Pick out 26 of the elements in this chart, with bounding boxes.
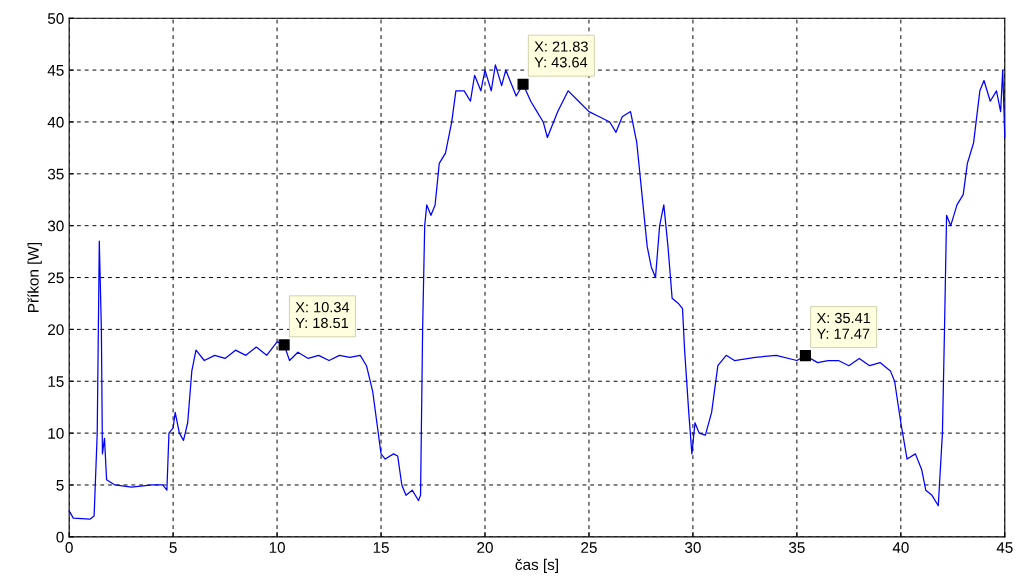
y-tick-label: 5 — [56, 480, 64, 491]
y-tick-label: 45 — [47, 65, 64, 76]
y-tick-label: 50 — [47, 13, 64, 24]
x-tick-label: 5 — [169, 542, 177, 553]
annotation: X: 35.41 Y: 17.47 — [816, 312, 871, 339]
annotation: X: 10.34 Y: 18.51 — [295, 302, 350, 329]
annotation: X: 21.83 Y: 43.64 — [534, 41, 588, 68]
x-axis-title: čas [s] — [515, 558, 558, 574]
y-tick-label: 35 — [47, 168, 64, 180]
x-tick-label: 0 — [65, 542, 73, 553]
y-tick-label: 40 — [47, 116, 64, 128]
x-tick-label: 30 — [685, 542, 701, 553]
x-tick-label: 40 — [892, 542, 909, 553]
y-tick-label: 10 — [48, 427, 64, 439]
x-tick-label: 20 — [477, 542, 493, 553]
x-tick-label: 15 — [373, 542, 389, 553]
y-tick-label: 30 — [47, 220, 64, 232]
y-axis-title: Příkon [W] — [27, 242, 42, 312]
x-tick-label: 45 — [996, 542, 1013, 553]
x-tick-label: 35 — [788, 542, 805, 553]
x-tick-label: 10 — [269, 542, 285, 553]
y-tick-label: 25 — [48, 272, 64, 284]
x-tick-label: 25 — [581, 542, 597, 553]
y-tick-label: 15 — [48, 376, 64, 387]
y-tick-label: 0 — [56, 531, 64, 543]
y-tick-label: 20 — [48, 324, 64, 336]
